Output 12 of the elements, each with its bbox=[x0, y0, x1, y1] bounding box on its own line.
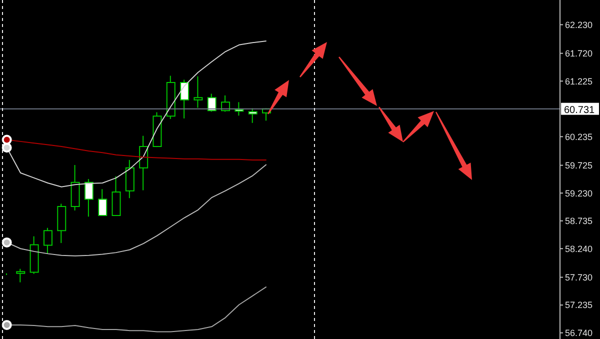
y-tick-label: 59.230 bbox=[565, 188, 593, 198]
ref-line-label: 60.731 bbox=[564, 104, 596, 116]
y-tick-label: 58.735 bbox=[565, 216, 593, 226]
y-tick-label: 56.740 bbox=[565, 328, 593, 338]
y-tick-label: 61.720 bbox=[565, 48, 593, 59]
y-tick-label: 57.235 bbox=[565, 300, 593, 310]
y-tick-label: 59.725 bbox=[565, 160, 593, 170]
y-tick-label: 60.235 bbox=[565, 132, 593, 142]
y-tick-label: 58.240 bbox=[565, 244, 593, 254]
y-tick-label: 57.730 bbox=[565, 272, 593, 282]
y-tick-label: 62.230 bbox=[565, 20, 593, 30]
y-tick-label: 61.225 bbox=[565, 76, 593, 86]
